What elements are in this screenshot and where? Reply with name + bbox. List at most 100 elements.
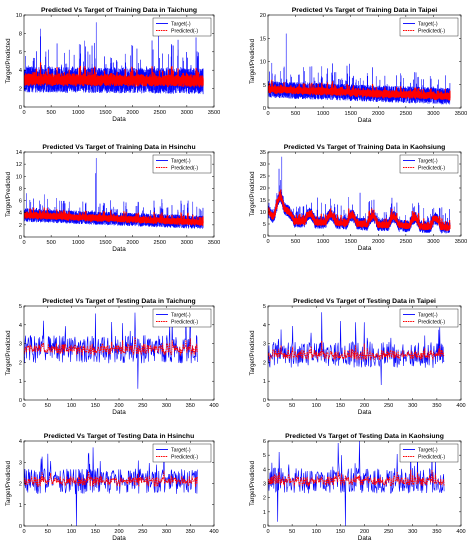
y-axis-label: Target/Predicted <box>249 330 256 376</box>
y-tick-label: 2 <box>19 223 22 229</box>
legend-target-label: Target(-) <box>418 448 438 454</box>
x-tick-label: 100 <box>312 403 321 409</box>
x-tick-label: 1500 <box>99 240 111 246</box>
x-tick-label: 100 <box>67 403 76 409</box>
x-tick-label: 1500 <box>99 110 111 116</box>
x-tick-label: 0 <box>266 529 269 535</box>
y-tick-label: 4 <box>19 211 22 217</box>
legend: Target(-)Predicted(-) <box>399 308 459 328</box>
legend-target-label: Target(-) <box>171 22 191 28</box>
legend-target-label: Target(-) <box>418 313 438 319</box>
x-tick-label: 150 <box>336 529 345 535</box>
x-tick-label: 1500 <box>344 111 356 117</box>
x-tick-label: 500 <box>291 111 300 117</box>
x-tick-label: 2500 <box>400 111 412 117</box>
x-tick-label: 150 <box>91 529 100 535</box>
chart-title: Predicted Vs Target of Testing Data in T… <box>42 298 195 305</box>
x-tick-label: 0 <box>266 111 269 117</box>
y-tick-label: 0 <box>263 398 266 404</box>
y-tick-label: 10 <box>16 174 22 180</box>
legend: Target(-)Predicted(-) <box>399 17 459 37</box>
y-tick-label: 8 <box>19 31 22 37</box>
x-tick-label: 3500 <box>208 110 220 116</box>
legend-predicted-label: Predicted(-) <box>418 455 445 461</box>
x-tick-label: 400 <box>456 403 465 409</box>
predicted-series-line <box>268 79 451 101</box>
y-tick-label: 8 <box>19 186 22 192</box>
chart-title: Predicted Vs Target of Testing Data in H… <box>44 433 194 440</box>
x-tick-label: 2500 <box>153 240 165 246</box>
y-tick-label: 2 <box>19 87 22 93</box>
x-axis-label: Data <box>112 116 126 123</box>
predicted-series-line <box>268 340 445 362</box>
axes-frame <box>23 14 215 108</box>
y-tick-label: 2 <box>19 482 22 488</box>
x-axis-label: Data <box>112 535 126 542</box>
y-tick-label: 10 <box>260 210 266 216</box>
chart-panel: Predicted Vs Target of Training Data in … <box>5 144 220 253</box>
y-tick-label: 20 <box>260 13 266 19</box>
x-axis-label: Data <box>358 535 372 542</box>
y-tick-label: 5 <box>263 83 266 89</box>
target-series-line <box>268 312 445 385</box>
x-tick-label: 400 <box>209 529 218 535</box>
predicted-series-line <box>24 337 198 356</box>
x-tick-label: 50 <box>45 403 51 409</box>
x-tick-label: 350 <box>186 403 195 409</box>
x-tick-label: 350 <box>432 403 441 409</box>
y-tick-label: 5 <box>263 304 266 310</box>
y-axis-label: Target/Predicted <box>249 171 256 217</box>
y-tick-label: 5 <box>263 222 266 228</box>
chart-panel: Predicted Vs Target of Testing Data in K… <box>249 433 466 542</box>
x-tick-label: 500 <box>46 110 55 116</box>
y-tick-label: 1 <box>19 379 22 385</box>
y-tick-label: 0 <box>19 105 22 111</box>
x-tick-label: 2000 <box>126 110 138 116</box>
legend-predicted-label: Predicted(-) <box>171 455 198 461</box>
y-tick-label: 4 <box>19 323 22 329</box>
predicted-series-line <box>268 469 445 488</box>
x-tick-label: 3000 <box>181 240 193 246</box>
legend-predicted-label: Predicted(-) <box>418 166 445 172</box>
x-tick-label: 2500 <box>153 110 165 116</box>
y-tick-label: 3 <box>263 342 266 348</box>
x-axis-label: Data <box>358 117 372 124</box>
y-tick-label: 4 <box>19 68 22 74</box>
y-tick-label: 2 <box>19 360 22 366</box>
x-tick-label: 3500 <box>455 111 467 117</box>
x-axis-label: Data <box>112 246 126 253</box>
x-tick-label: 200 <box>114 403 123 409</box>
y-tick-label: 4 <box>19 439 22 445</box>
chart-panel: Predicted Vs Target of Testing Data in H… <box>5 433 219 542</box>
x-tick-label: 400 <box>209 403 218 409</box>
y-tick-label: 6 <box>19 199 22 205</box>
predicted-series-line <box>24 207 204 226</box>
chart-panel: Predicted Vs Target of Testing Data in T… <box>5 298 219 416</box>
chart-title: Predicted Vs Target of Training Data in … <box>41 7 197 14</box>
legend: Target(-)Predicted(-) <box>152 308 212 328</box>
legend-predicted-label: Predicted(-) <box>418 29 445 35</box>
chart-title: Predicted Vs Target of Training Data in … <box>42 144 195 151</box>
chart-panel: Predicted Vs Target of Training Data in … <box>249 144 467 252</box>
x-tick-label: 3500 <box>208 240 220 246</box>
x-tick-label: 300 <box>408 403 417 409</box>
x-tick-label: 50 <box>289 529 295 535</box>
legend-predicted-label: Predicted(-) <box>171 166 198 172</box>
x-tick-label: 200 <box>360 403 369 409</box>
x-tick-label: 200 <box>360 529 369 535</box>
y-axis-label: Target/Predicted <box>5 330 12 376</box>
y-axis-label: Target/Predicted <box>5 38 12 84</box>
x-tick-label: 0 <box>22 240 25 246</box>
y-tick-label: 1 <box>263 510 266 516</box>
x-tick-label: 0 <box>266 403 269 409</box>
x-tick-label: 1500 <box>344 239 356 245</box>
legend-target-label: Target(-) <box>171 159 191 165</box>
x-tick-label: 350 <box>432 529 441 535</box>
y-tick-label: 0 <box>19 398 22 404</box>
x-tick-label: 250 <box>384 403 393 409</box>
x-tick-label: 300 <box>162 529 171 535</box>
x-tick-label: 400 <box>456 529 465 535</box>
x-tick-label: 250 <box>138 529 147 535</box>
chart-panel: Predicted Vs Target of Training Data in … <box>249 7 467 124</box>
y-tick-label: 1 <box>19 503 22 509</box>
